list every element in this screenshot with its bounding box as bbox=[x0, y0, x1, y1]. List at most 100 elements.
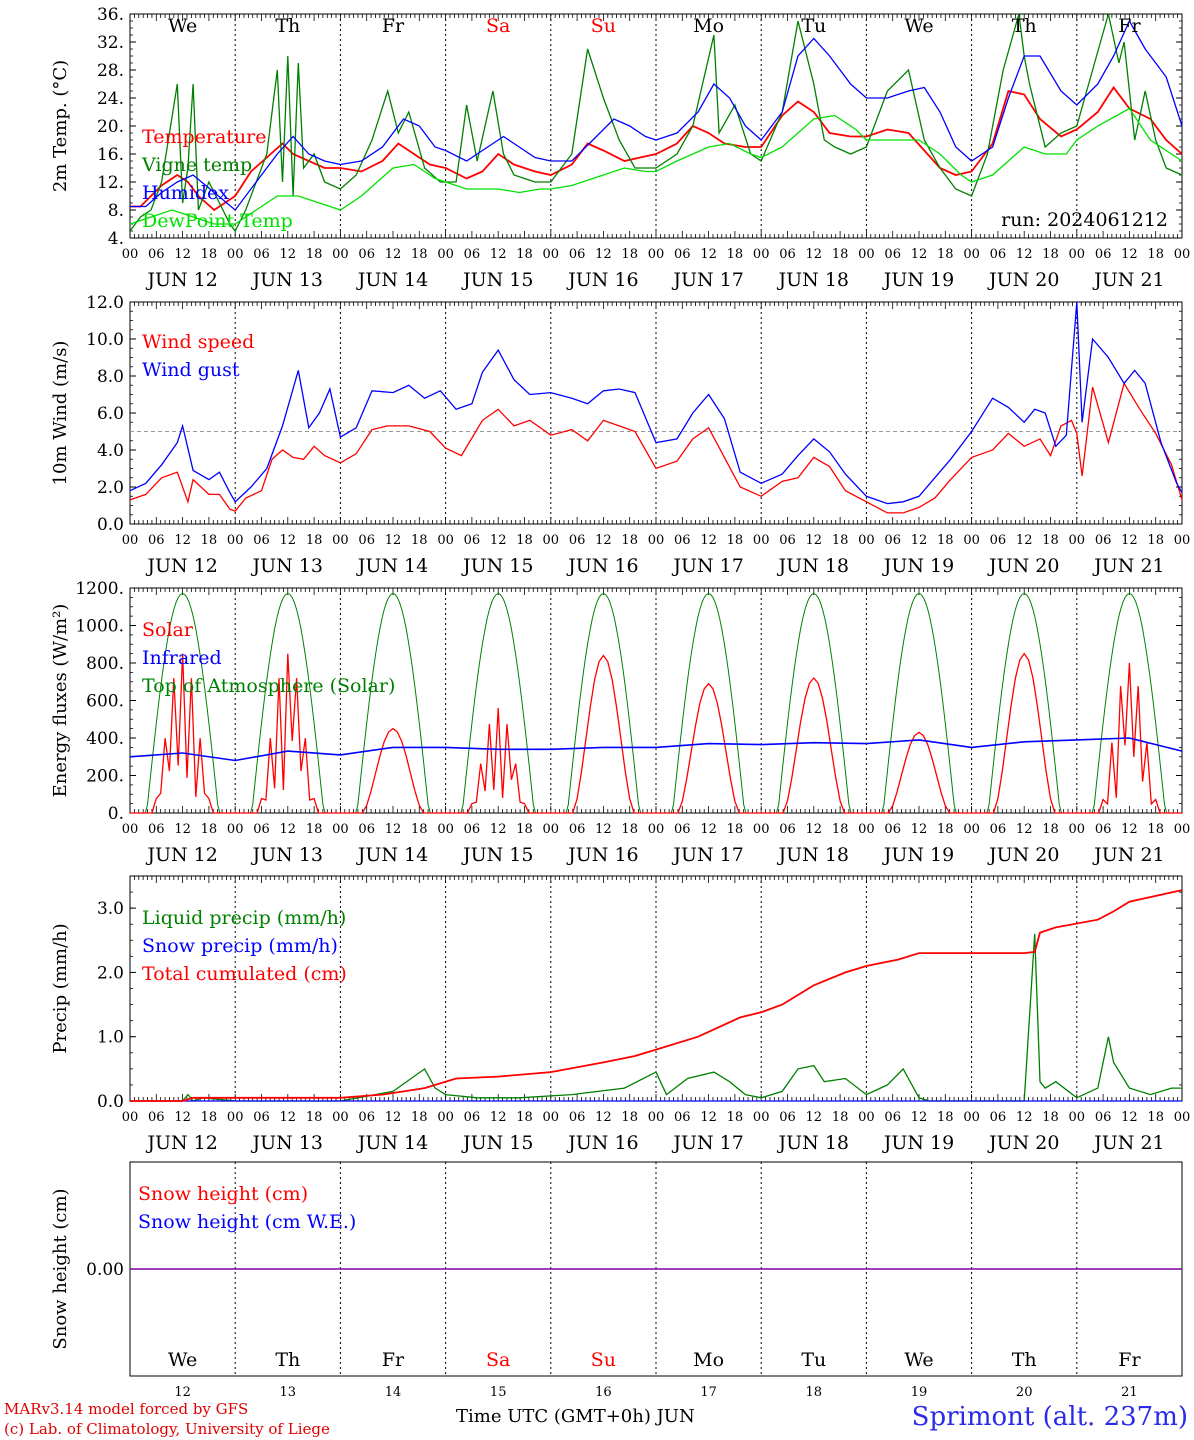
hour-label: 12 bbox=[490, 247, 507, 262]
date-label: JUN 12 bbox=[145, 269, 217, 291]
date-label: JUN 18 bbox=[777, 555, 849, 577]
hour-label: 12 bbox=[490, 533, 507, 548]
hour-label: 06 bbox=[674, 533, 691, 548]
day-number-label: 15 bbox=[490, 1385, 507, 1400]
y-axis-label: Snow height (cm) bbox=[50, 1188, 71, 1349]
y-tick-label: 800. bbox=[86, 654, 124, 674]
station-name: Sprimont (alt. 237m) bbox=[912, 1402, 1188, 1432]
date-label: JUN 16 bbox=[566, 844, 638, 866]
hour-label: 18 bbox=[1147, 1110, 1164, 1125]
legend-wind-gust: Wind gust bbox=[142, 359, 240, 381]
hour-label: 00 bbox=[963, 1110, 980, 1125]
hour-label: 12 bbox=[1121, 247, 1138, 262]
date-label: JUN 19 bbox=[882, 269, 954, 291]
hour-label: 06 bbox=[253, 822, 270, 837]
hour-label: 12 bbox=[174, 1110, 191, 1125]
weekday-label-bottom: Th bbox=[275, 1349, 300, 1371]
y-tick-label: 16. bbox=[97, 145, 124, 165]
y-tick-label: 2.0 bbox=[97, 963, 124, 983]
hour-label: 06 bbox=[464, 1110, 481, 1125]
hour-label: 00 bbox=[963, 822, 980, 837]
hour-label: 18 bbox=[201, 822, 218, 837]
hour-label: 00 bbox=[437, 1110, 454, 1125]
date-label: JUN 12 bbox=[145, 555, 217, 577]
legend-vigne-temp: Vigne temp bbox=[141, 154, 252, 176]
weekday-label: Tu bbox=[801, 15, 826, 37]
day-number-label: 12 bbox=[174, 1385, 191, 1400]
hour-label: 18 bbox=[727, 1110, 744, 1125]
y-tick-label: 24. bbox=[97, 89, 124, 109]
date-label: JUN 20 bbox=[987, 555, 1059, 577]
hour-label: 18 bbox=[411, 822, 428, 837]
day-number-label: 13 bbox=[280, 1385, 297, 1400]
y-axis-label: Precip (mm/h) bbox=[50, 923, 71, 1053]
hour-label: 18 bbox=[937, 822, 954, 837]
weekday-label: Th bbox=[275, 15, 300, 37]
hour-label: 06 bbox=[884, 1110, 901, 1125]
date-label: JUN 21 bbox=[1092, 844, 1164, 866]
hour-label: 12 bbox=[911, 533, 928, 548]
hour-label: 18 bbox=[411, 533, 428, 548]
hour-label: 00 bbox=[753, 247, 770, 262]
hour-label: 18 bbox=[621, 247, 638, 262]
hour-label: 06 bbox=[884, 247, 901, 262]
date-label: JUN 15 bbox=[461, 844, 533, 866]
hour-label: 00 bbox=[858, 533, 875, 548]
day-number-label: 14 bbox=[385, 1385, 402, 1400]
hour-label: 18 bbox=[306, 247, 323, 262]
weekday-label: Su bbox=[591, 15, 616, 37]
hour-label: 00 bbox=[858, 822, 875, 837]
hour-label: 12 bbox=[595, 247, 612, 262]
hour-label: 12 bbox=[911, 822, 928, 837]
hour-label: 18 bbox=[937, 533, 954, 548]
date-label: JUN 15 bbox=[461, 1132, 533, 1154]
weekday-label: We bbox=[168, 15, 197, 37]
y-tick-label: 0. bbox=[108, 804, 124, 824]
hour-label: 06 bbox=[674, 247, 691, 262]
hour-label: 18 bbox=[1042, 822, 1059, 837]
hour-label: 12 bbox=[280, 1110, 297, 1125]
hour-label: 18 bbox=[411, 247, 428, 262]
hour-label: 18 bbox=[516, 1110, 533, 1125]
hour-label: 00 bbox=[648, 533, 665, 548]
date-label: JUN 14 bbox=[356, 555, 428, 577]
hour-label: 06 bbox=[464, 247, 481, 262]
hour-label: 06 bbox=[358, 247, 375, 262]
hour-label: 12 bbox=[806, 1110, 823, 1125]
date-label: JUN 12 bbox=[145, 1132, 217, 1154]
date-label: JUN 21 bbox=[1092, 269, 1164, 291]
hour-label: 00 bbox=[332, 1110, 349, 1125]
hour-label: 06 bbox=[884, 533, 901, 548]
hour-label: 18 bbox=[832, 822, 849, 837]
day-number-label: 17 bbox=[700, 1385, 717, 1400]
hour-label: 06 bbox=[1095, 247, 1112, 262]
hour-label: 00 bbox=[227, 247, 244, 262]
hour-label: 12 bbox=[700, 533, 717, 548]
y-tick-label: 4. bbox=[108, 229, 124, 249]
y-tick-label: 1.0 bbox=[97, 1028, 124, 1048]
hour-label: 18 bbox=[832, 1110, 849, 1125]
hour-label: 18 bbox=[411, 1110, 428, 1125]
hour-label: 12 bbox=[1121, 533, 1138, 548]
date-label: JUN 18 bbox=[777, 844, 849, 866]
hour-label: 06 bbox=[1095, 533, 1112, 548]
hour-label: 12 bbox=[1121, 1110, 1138, 1125]
date-label: JUN 17 bbox=[671, 1132, 743, 1154]
hour-label: 00 bbox=[332, 822, 349, 837]
date-label: JUN 20 bbox=[987, 269, 1059, 291]
hour-label: 06 bbox=[779, 533, 796, 548]
date-label: JUN 19 bbox=[882, 555, 954, 577]
hour-label: 00 bbox=[963, 533, 980, 548]
hour-label: 06 bbox=[884, 822, 901, 837]
legend-infrared: Infrared bbox=[142, 647, 222, 669]
hour-label: 06 bbox=[1095, 1110, 1112, 1125]
date-label: JUN 12 bbox=[145, 844, 217, 866]
date-label: JUN 15 bbox=[461, 269, 533, 291]
hour-label: 00 bbox=[753, 533, 770, 548]
hour-label: 00 bbox=[648, 1110, 665, 1125]
hour-label: 18 bbox=[621, 1110, 638, 1125]
legend-liquid-precip-mm-h-: Liquid precip (mm/h) bbox=[142, 907, 346, 929]
date-label: JUN 16 bbox=[566, 1132, 638, 1154]
hour-label: 06 bbox=[253, 1110, 270, 1125]
hour-label: 06 bbox=[990, 822, 1007, 837]
